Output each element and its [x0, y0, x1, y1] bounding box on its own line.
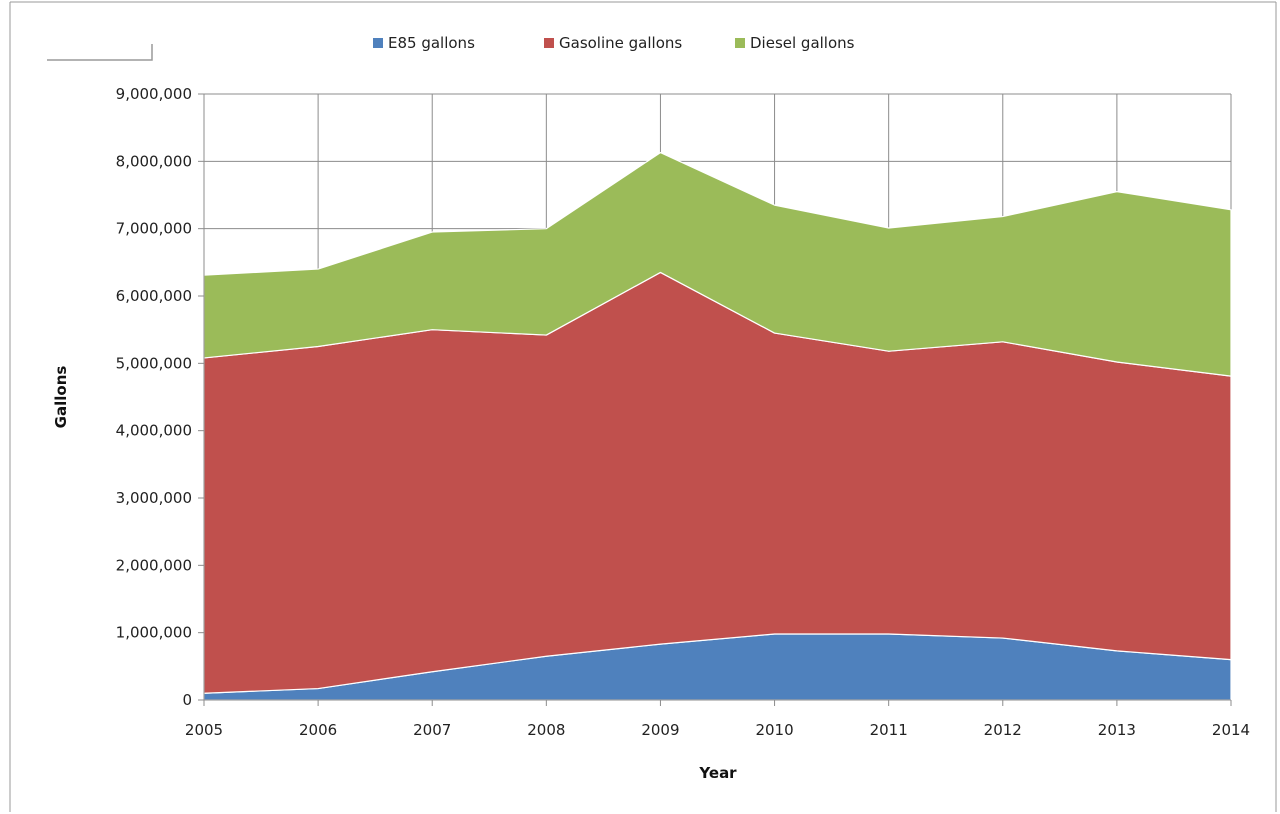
x-tick-label: 2006 [299, 721, 337, 739]
legend-item-gasoline-gallons: Gasoline gallons [544, 34, 682, 52]
x-tick-label: 2011 [870, 721, 908, 739]
x-tick-labels: 2005 2006 2007 2008 2009 2010 2011 2012 2013 2014 [185, 721, 1250, 739]
y-tick-label: 8,000,000 [116, 152, 192, 170]
x-axis-title: Year [698, 764, 737, 782]
legend-swatch [735, 38, 745, 48]
legend-label: Gasoline gallons [559, 34, 682, 52]
legend-label: E85 gallons [388, 34, 475, 52]
y-tick-label: 0 [182, 691, 192, 709]
x-tick-label: 2009 [641, 721, 679, 739]
legend-swatch [544, 38, 554, 48]
area-diesel-gallons [203, 151, 1232, 377]
x-tick-label: 2013 [1098, 721, 1136, 739]
legend-swatch [373, 38, 383, 48]
axis-layer [198, 93, 1232, 706]
x-tick-label: 2014 [1212, 721, 1250, 739]
y-tick-label: 4,000,000 [116, 422, 192, 440]
area-layer [203, 151, 1232, 701]
x-tick-label: 2005 [185, 721, 223, 739]
x-tick-label: 2012 [984, 721, 1022, 739]
y-tick-label: 1,000,000 [116, 624, 192, 642]
corner-handle-mark [47, 44, 153, 61]
legend: E85 gallons Gasoline gallons Diesel gallon… [373, 34, 855, 52]
y-axis-title: Gallons [52, 366, 70, 429]
y-tick-labels: 0 1,000,000 2,000,000 3,000,000 4,000,000 5,0… [116, 85, 192, 709]
legend-item-e85-gallons: E85 gallons [373, 34, 475, 52]
y-tick-label: 7,000,000 [116, 220, 192, 238]
legend-item-diesel-gallons: Diesel gallons [735, 34, 855, 52]
y-tick-label: 3,000,000 [116, 489, 192, 507]
legend-label: Diesel gallons [750, 34, 855, 52]
x-tick-label: 2008 [527, 721, 565, 739]
y-tick-label: 6,000,000 [116, 287, 192, 305]
y-tick-label: 5,000,000 [116, 354, 192, 372]
y-tick-label: 9,000,000 [116, 85, 192, 103]
x-tick-label: 2010 [755, 721, 793, 739]
y-tick-label: 2,000,000 [116, 556, 192, 574]
x-tick-label: 2007 [413, 721, 451, 739]
